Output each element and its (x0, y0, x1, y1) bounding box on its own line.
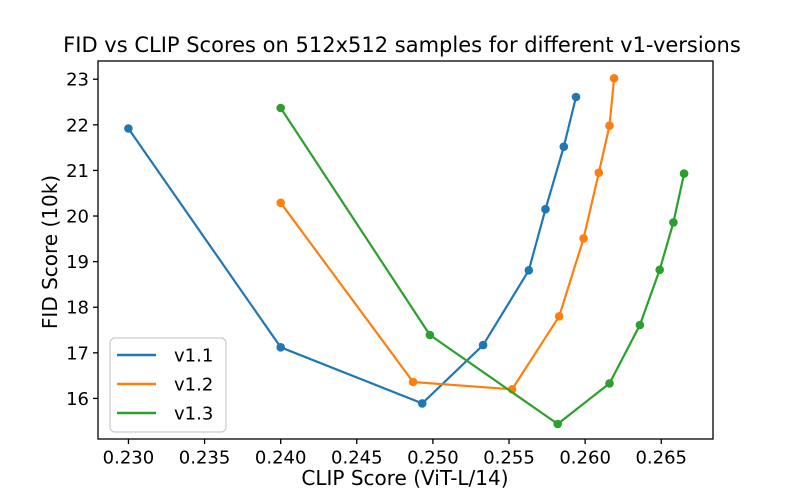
x-tick-label: 0.255 (483, 448, 535, 469)
x-tick-label: 0.260 (559, 448, 611, 469)
legend-item-v1.3: v1.3 (117, 404, 213, 425)
data-point-v1.3 (679, 169, 689, 178)
plot-frame (97, 60, 714, 440)
chart-title: FID vs CLIP Scores on 512x512 samples fo… (63, 33, 741, 57)
data-point-v1.2 (605, 121, 614, 130)
data-point-v1.1 (124, 124, 133, 133)
legend-box (109, 337, 227, 433)
y-tick-label: 23 (66, 70, 89, 91)
series-line-v1.3 (279, 107, 686, 426)
y-tick-label: 19 (66, 252, 89, 273)
legend-item-v1.2: v1.2 (117, 375, 213, 396)
series-line-v1.1 (127, 96, 578, 405)
legend: v1.1 v1.2 v1.3 (109, 337, 227, 433)
legend-label: v1.1 (174, 346, 213, 367)
x-axis-label: CLIP Score (ViT-L/14) (301, 466, 508, 490)
x-tick-label: 0.265 (635, 448, 687, 469)
data-point-v1.3 (635, 320, 645, 330)
x-tick-label: 0.250 (407, 448, 459, 469)
data-point-v1.2 (554, 312, 564, 321)
data-point-v1.1 (524, 266, 534, 275)
x-tick-label: 0.240 (255, 448, 307, 469)
data-point-v1.2 (408, 377, 418, 387)
y-tick-label: 21 (66, 161, 89, 182)
data-point-v1.2 (276, 198, 286, 208)
x-tick-label: 0.245 (331, 448, 383, 469)
y-tick-label: 16 (66, 389, 89, 410)
data-point-v1.3 (425, 330, 435, 340)
y-axis-label: FID Score (10k) (38, 175, 62, 329)
legend-item-v1.1: v1.1 (117, 346, 213, 367)
legend-label: v1.2 (174, 375, 213, 396)
series-layer (124, 74, 689, 429)
y-tick-label: 22 (66, 115, 89, 136)
data-point-v1.2 (594, 168, 604, 177)
data-point-v1.1 (541, 204, 550, 214)
series-line-v1.2 (279, 78, 616, 391)
data-point-v1.3 (276, 103, 286, 113)
data-point-v1.1 (571, 92, 581, 102)
y-tick-label: 18 (66, 298, 89, 319)
data-point-v1.1 (559, 142, 569, 151)
data-point-v1.2 (609, 74, 619, 83)
data-point-v1.1 (417, 399, 427, 408)
data-point-v1.3 (553, 419, 562, 429)
data-point-v1.1 (478, 340, 488, 350)
data-point-v1.3 (655, 265, 664, 275)
data-point-v1.3 (669, 218, 678, 227)
ticks-layer: 0.230 0.235 0.240 0.245 0.250 0.255 0.260 0.265… (66, 70, 687, 469)
x-tick-label: 0.230 (103, 448, 155, 469)
x-tick-label: 0.235 (179, 448, 231, 469)
legend-label: v1.3 (174, 404, 213, 425)
y-tick-label: 20 (66, 207, 89, 228)
data-point-v1.3 (605, 379, 614, 388)
data-point-v1.1 (276, 343, 286, 352)
data-point-v1.2 (579, 234, 588, 243)
y-tick-label: 17 (66, 343, 89, 364)
